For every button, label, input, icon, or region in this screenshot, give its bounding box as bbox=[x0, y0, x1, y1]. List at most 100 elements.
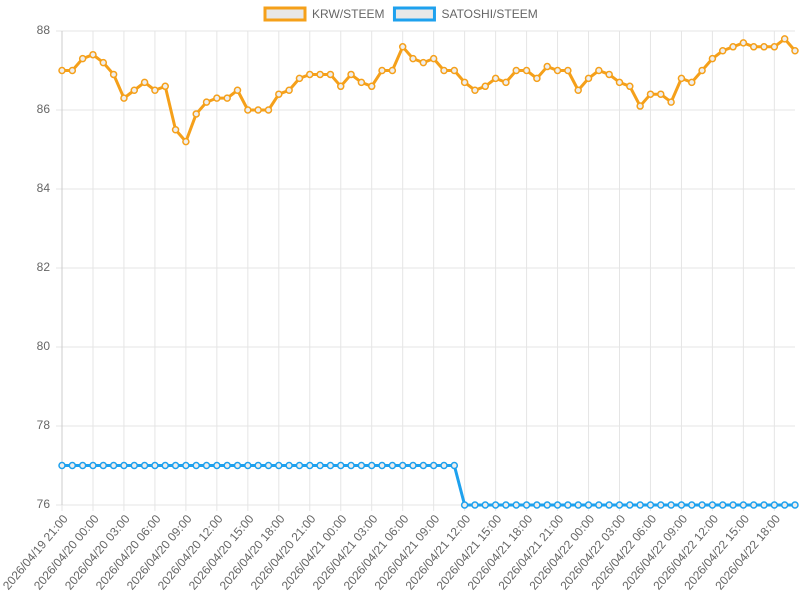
data-point bbox=[347, 70, 355, 79]
data-point bbox=[285, 461, 293, 470]
data-point bbox=[120, 461, 128, 470]
data-point bbox=[615, 501, 624, 509]
data-point bbox=[533, 74, 541, 83]
legend-swatch bbox=[392, 6, 436, 22]
data-point bbox=[636, 102, 644, 110]
data-point bbox=[729, 501, 737, 509]
data-point bbox=[739, 501, 748, 509]
data-point bbox=[151, 86, 159, 94]
data-point bbox=[481, 82, 490, 91]
data-point bbox=[419, 461, 428, 470]
data-point bbox=[605, 70, 613, 79]
data-point bbox=[109, 461, 118, 470]
data-point bbox=[78, 461, 87, 470]
data-point bbox=[770, 43, 779, 51]
data-point bbox=[151, 461, 159, 470]
data-point bbox=[357, 461, 366, 470]
data-point bbox=[409, 54, 417, 63]
data-point bbox=[326, 70, 335, 79]
data-point bbox=[646, 501, 655, 509]
data-point bbox=[378, 66, 386, 75]
data-point bbox=[275, 461, 283, 470]
data-point bbox=[791, 501, 799, 509]
data-point bbox=[89, 461, 97, 470]
data-point bbox=[244, 106, 252, 114]
data-point bbox=[718, 47, 727, 55]
data-point bbox=[471, 501, 479, 509]
data-point bbox=[533, 501, 541, 509]
data-point bbox=[264, 461, 273, 470]
y-tick-label: 86 bbox=[37, 102, 51, 116]
data-point bbox=[78, 54, 87, 63]
data-point bbox=[553, 66, 562, 75]
data-point bbox=[89, 50, 97, 59]
y-tick-label: 82 bbox=[37, 260, 51, 274]
data-point bbox=[109, 70, 118, 79]
data-point bbox=[677, 501, 686, 509]
data-point bbox=[161, 461, 169, 470]
data-point bbox=[202, 461, 211, 470]
data-point bbox=[502, 78, 510, 87]
data-point bbox=[223, 94, 231, 102]
data-point bbox=[213, 94, 221, 102]
data-point bbox=[58, 461, 66, 470]
data-point bbox=[760, 43, 768, 51]
data-point bbox=[161, 82, 169, 91]
data-point bbox=[688, 78, 696, 87]
data-point bbox=[564, 501, 572, 509]
data-point bbox=[388, 461, 397, 470]
data-point bbox=[574, 86, 582, 94]
data-point bbox=[130, 461, 139, 470]
data-point bbox=[584, 501, 593, 509]
data-point bbox=[306, 461, 314, 470]
data-point bbox=[460, 501, 469, 509]
data-point bbox=[357, 78, 366, 87]
data-point bbox=[440, 461, 448, 470]
data-point bbox=[140, 78, 149, 87]
data-point bbox=[347, 461, 355, 470]
data-point bbox=[780, 501, 789, 509]
data-point bbox=[791, 47, 799, 55]
data-point bbox=[336, 461, 345, 470]
data-point bbox=[295, 461, 304, 470]
data-point bbox=[698, 501, 706, 509]
data-point bbox=[564, 66, 572, 75]
data-point bbox=[749, 43, 758, 51]
data-point bbox=[171, 126, 180, 134]
data-point bbox=[698, 66, 706, 75]
data-point bbox=[192, 110, 200, 118]
data-point bbox=[130, 86, 139, 94]
data-point bbox=[718, 501, 727, 509]
data-point bbox=[502, 501, 510, 509]
y-tick-label: 78 bbox=[37, 418, 51, 432]
data-point bbox=[440, 66, 448, 75]
data-point bbox=[780, 35, 789, 43]
data-point bbox=[398, 461, 407, 470]
series-line bbox=[62, 37, 797, 144]
data-point bbox=[367, 461, 376, 470]
data-point bbox=[626, 501, 634, 509]
data-point bbox=[512, 66, 521, 75]
data-point bbox=[760, 501, 768, 509]
data-point bbox=[316, 70, 324, 79]
data-point bbox=[615, 78, 624, 87]
y-tick-label: 80 bbox=[37, 339, 51, 353]
data-point bbox=[543, 501, 551, 509]
data-point bbox=[99, 461, 108, 470]
data-point bbox=[285, 86, 293, 94]
data-point bbox=[657, 90, 665, 98]
data-point bbox=[667, 501, 675, 509]
legend-swatch bbox=[263, 6, 307, 22]
data-point bbox=[68, 461, 77, 470]
data-point bbox=[429, 54, 438, 63]
data-point bbox=[522, 66, 531, 75]
data-point bbox=[553, 501, 562, 509]
data-point bbox=[450, 66, 459, 75]
data-point bbox=[522, 501, 531, 509]
data-point bbox=[739, 39, 748, 47]
data-point bbox=[708, 54, 717, 63]
data-point bbox=[140, 461, 149, 470]
data-point bbox=[729, 43, 737, 51]
data-point bbox=[68, 66, 77, 75]
data-point bbox=[233, 461, 242, 470]
